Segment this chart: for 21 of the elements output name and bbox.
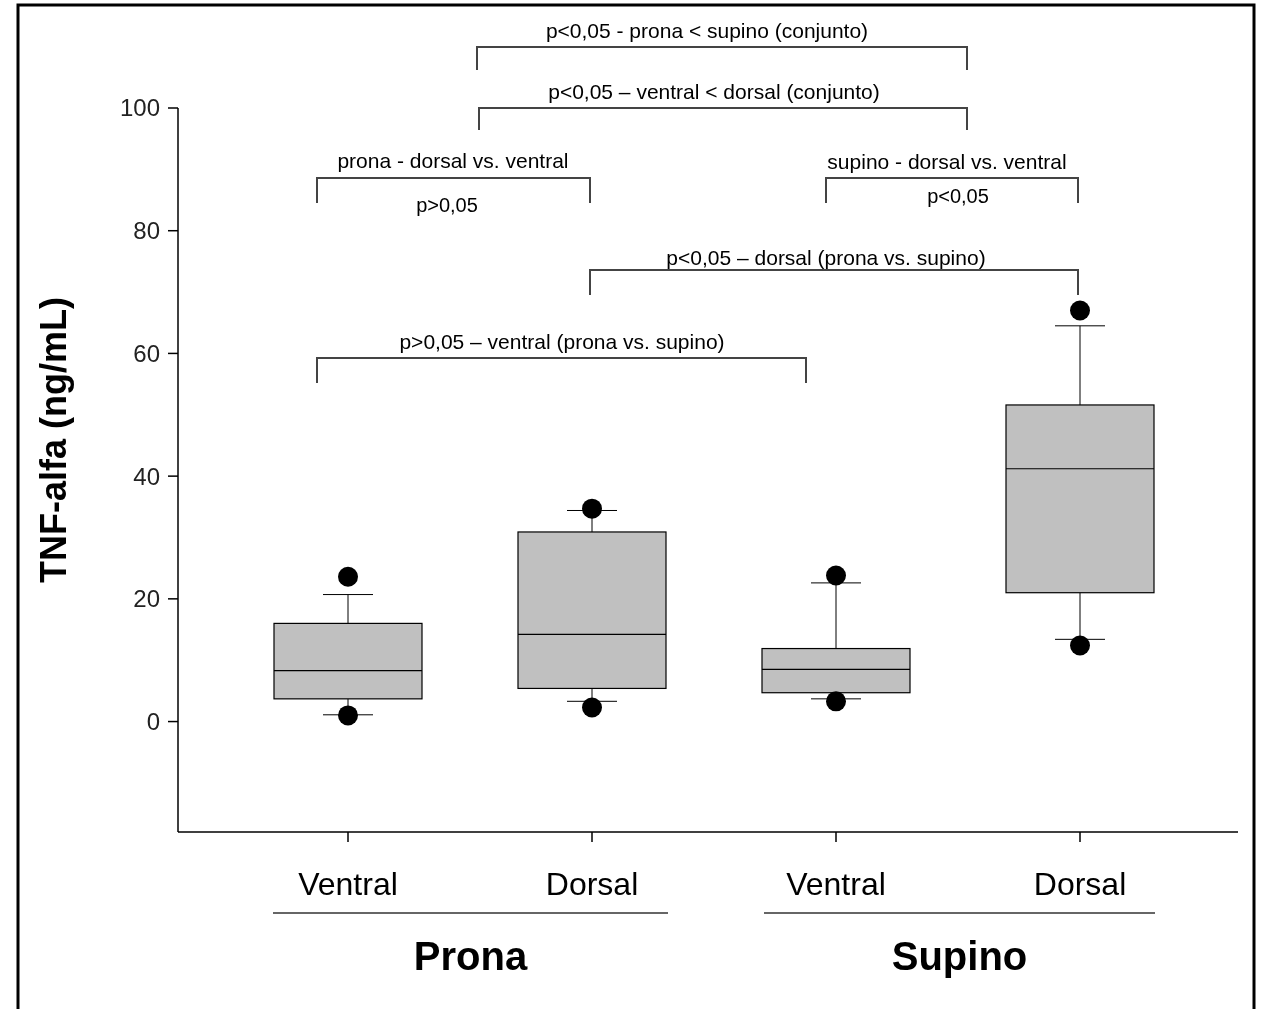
annotation: p>0,05 – ventral (prona vs. supino) bbox=[399, 330, 725, 353]
y-axis-title: TNF-alfa (ng/mL) bbox=[33, 297, 74, 583]
text: Prona bbox=[413, 934, 528, 978]
annotation: p<0,05 bbox=[927, 185, 989, 207]
y-tick-label: 40 bbox=[133, 462, 160, 490]
text: p<0,05 – ventral < dorsal (conjunto) bbox=[548, 80, 880, 103]
x-tick-label: Dorsal bbox=[1033, 866, 1127, 902]
x-tick-label: Ventral bbox=[298, 866, 398, 902]
annotation: supino - dorsal vs. ventral bbox=[827, 150, 1067, 173]
annotation: p>0,05 bbox=[416, 194, 478, 216]
text: p<0,05 - prona < supino (conjunto) bbox=[545, 19, 869, 42]
text: Supino bbox=[891, 934, 1028, 978]
y-tick-label: 80 bbox=[133, 217, 160, 245]
y-tick-label: 60 bbox=[133, 339, 160, 367]
x-tick-label: Dorsal bbox=[545, 866, 639, 902]
y-tick-label: 100 bbox=[119, 94, 160, 122]
annotation: prona - dorsal vs. ventral bbox=[337, 149, 569, 172]
y-tick-label: 0 bbox=[146, 707, 160, 735]
y-tick-label: 20 bbox=[133, 585, 160, 613]
annotation: p<0,05 – dorsal (prona vs. supino) bbox=[666, 246, 986, 269]
x-tick-label: Ventral bbox=[786, 866, 886, 902]
